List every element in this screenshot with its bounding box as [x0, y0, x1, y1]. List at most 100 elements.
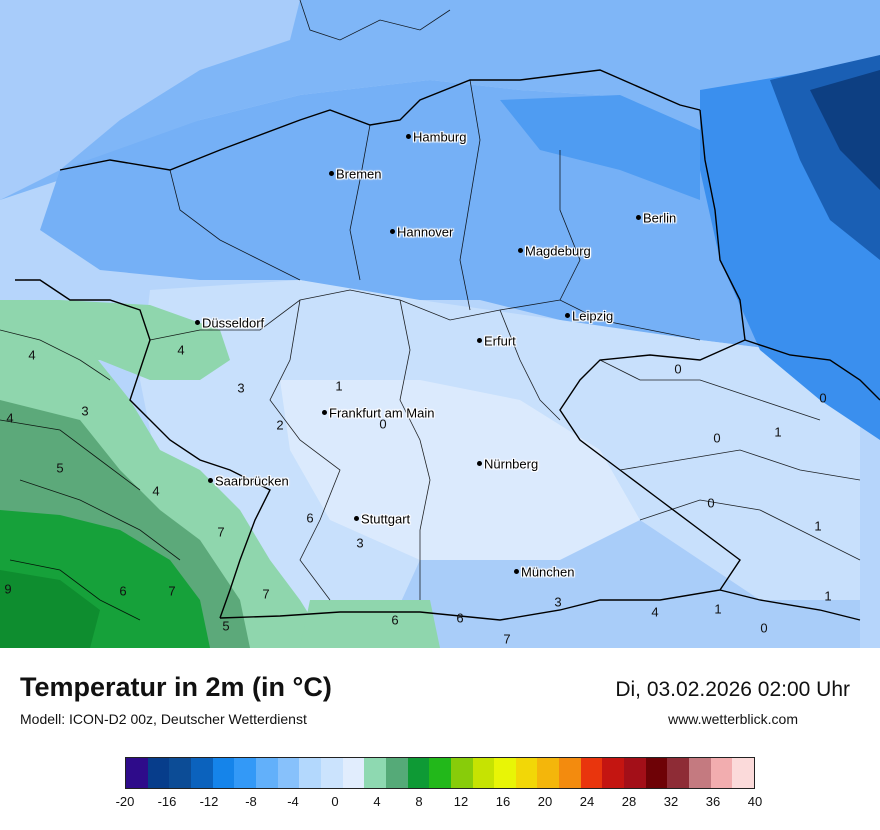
forecast-datetime: Di, 03.02.2026 02:00 Uhr [615, 678, 850, 701]
temp-value: 0 [760, 620, 768, 636]
city-label: Düsseldorf [202, 315, 265, 331]
temp-value: 5 [222, 618, 230, 634]
temp-value: 7 [168, 583, 176, 599]
city-label: Erfurt [484, 333, 516, 349]
color-legend [125, 757, 755, 789]
temp-value: 4 [28, 347, 36, 363]
city-marker-icon [477, 461, 482, 467]
legend-swatch [732, 758, 755, 788]
legend-swatch [580, 758, 603, 788]
legend-swatch [299, 758, 321, 788]
city-marker-icon [565, 313, 570, 319]
city-bremen: Bremen [329, 165, 382, 183]
legend-swatch [364, 758, 386, 788]
city-berlin: Berlin [636, 209, 676, 227]
city-marker-icon [354, 516, 359, 522]
legend-swatch [472, 758, 495, 788]
legend-tick-label: 12 [453, 794, 469, 809]
city-label: München [521, 564, 575, 580]
temp-value: 1 [714, 601, 722, 617]
legend-tick-label: -16 [157, 794, 177, 809]
legend-swatch [320, 758, 343, 788]
legend-tick-label: -20 [115, 794, 135, 809]
city-label: Frankfurt am Main [329, 405, 435, 421]
legend-tick-label: 16 [495, 794, 511, 809]
city-frankfurt: Frankfurt am Main [322, 404, 434, 422]
temp-value: 0 [713, 430, 721, 446]
city-label: Hamburg [413, 129, 467, 145]
legend-ticks: -20 -16 -12 -8 -4 0 4 8 12 16 20 24 28 32 36 40 [116, 794, 763, 812]
temp-value: 7 [503, 631, 511, 647]
city-label: Bremen [336, 166, 382, 182]
temp-value: 0 [819, 390, 827, 406]
map-canvas [0, 0, 880, 648]
city-marker-icon [329, 171, 334, 177]
city-duesseldorf: Düsseldorf [195, 314, 264, 332]
temp-value: 7 [262, 586, 270, 602]
legend-swatch [255, 758, 278, 788]
city-label: Leipzig [572, 308, 614, 324]
legend-swatch [710, 758, 733, 788]
legend-tick-label: 28 [621, 794, 637, 809]
temp-value: 9 [4, 581, 12, 597]
legend-swatch [515, 758, 538, 788]
temp-value: 3 [554, 594, 562, 610]
legend-swatch [559, 758, 581, 788]
legend-tick-label: -12 [199, 794, 219, 809]
city-label: Hannover [397, 224, 454, 240]
website-link[interactable]: www.wetterblick.com [668, 711, 798, 727]
temperature-map: Hamburg Bremen Hannover Berlin Magdeburg… [0, 0, 880, 648]
city-hamburg: Hamburg [406, 128, 466, 146]
map-footer: Temperatur in 2m (in °C) Modell: ICON-D2… [0, 648, 880, 830]
temp-value: 1 [335, 378, 343, 394]
map-title: Temperatur in 2m (in °C) [20, 672, 332, 702]
city-nuernberg: Nürnberg [477, 455, 538, 473]
legend-tick-label: 8 [415, 794, 423, 809]
temp-value: 4 [651, 604, 659, 620]
city-marker-icon [477, 338, 482, 344]
city-marker-icon [208, 478, 213, 484]
temp-value: 3 [237, 380, 245, 396]
temp-value: 2 [276, 417, 284, 433]
legend-tick-label: -8 [245, 794, 257, 809]
temp-value: 1 [774, 424, 782, 440]
temp-value: 3 [356, 535, 364, 551]
city-marker-icon [322, 410, 327, 416]
legend-swatch [342, 758, 365, 788]
legend-swatch [147, 758, 170, 788]
legend-swatch [407, 758, 430, 788]
model-info: Modell: ICON-D2 00z, Deutscher Wetterdie… [20, 711, 307, 727]
city-marker-icon [195, 320, 200, 326]
legend-tick-label: 0 [331, 794, 339, 809]
legend-tick-label: -4 [287, 794, 299, 809]
legend-swatch [126, 758, 148, 788]
city-marker-icon [406, 134, 411, 140]
legend-swatch [602, 758, 625, 788]
temp-value: 1 [814, 518, 822, 534]
temp-value: 6 [119, 583, 127, 599]
city-label: Saarbrücken [215, 473, 289, 489]
temp-value: 4 [177, 342, 185, 358]
legend-swatch [385, 758, 408, 788]
legend-swatch [689, 758, 711, 788]
city-erfurt: Erfurt [477, 332, 516, 350]
legend-swatch [277, 758, 300, 788]
temp-value: 4 [152, 483, 160, 499]
legend-swatch [212, 758, 235, 788]
city-label: Nürnberg [484, 456, 539, 472]
city-label: Magdeburg [525, 243, 591, 259]
legend-swatch [234, 758, 256, 788]
city-hannover: Hannover [390, 223, 453, 241]
legend-swatch [667, 758, 690, 788]
temp-value: 0 [379, 416, 387, 432]
city-marker-icon [390, 229, 395, 235]
legend-tick-label: 40 [747, 794, 763, 809]
temp-value: 3 [81, 403, 89, 419]
city-label: Stuttgart [361, 511, 411, 527]
temp-value: 0 [707, 495, 715, 511]
city-saarbruecken: Saarbrücken [208, 472, 289, 490]
temp-value: 4 [6, 410, 14, 426]
temp-value: 7 [217, 524, 225, 540]
city-label: Berlin [643, 210, 677, 226]
legend-swatch [624, 758, 646, 788]
